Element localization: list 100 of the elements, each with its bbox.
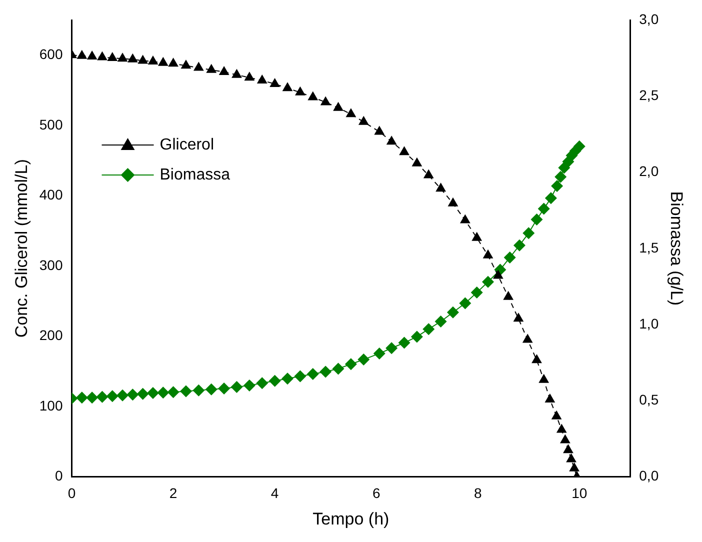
point <box>180 385 192 398</box>
y-tick-label: 600 <box>39 46 63 62</box>
point <box>256 377 268 390</box>
point <box>308 91 318 100</box>
x-tick-label: 4 <box>270 485 279 502</box>
y2-tick-label: 1,5 <box>639 239 659 256</box>
point <box>530 213 543 226</box>
y2-tick-label: 2,0 <box>639 163 659 180</box>
point <box>344 358 357 370</box>
point <box>281 372 294 385</box>
legend-label: Biomassa <box>160 166 230 184</box>
x-axis-title: Tempo (h) <box>312 509 390 528</box>
y-tick-label: 300 <box>39 256 63 273</box>
point <box>446 306 459 318</box>
point <box>294 370 306 382</box>
y2-axis-title: Biomassa (g/L) <box>667 191 686 306</box>
point <box>522 334 533 343</box>
point <box>434 315 447 328</box>
point <box>422 323 435 336</box>
point <box>386 342 398 354</box>
point <box>436 182 446 192</box>
point <box>126 388 139 401</box>
point <box>193 62 204 71</box>
point <box>346 108 356 118</box>
point <box>116 389 129 402</box>
point <box>232 68 242 78</box>
point <box>554 170 567 183</box>
point <box>459 297 472 310</box>
y-tick-label: 0 <box>54 468 63 484</box>
point <box>230 380 243 393</box>
y-tick-label: 100 <box>39 397 63 414</box>
point <box>86 392 98 404</box>
point <box>167 386 180 398</box>
point <box>513 239 526 252</box>
point <box>306 368 319 380</box>
point <box>532 354 542 364</box>
point <box>106 390 118 402</box>
point <box>244 72 255 81</box>
point <box>560 434 570 444</box>
point <box>256 74 268 84</box>
point <box>76 392 88 404</box>
point <box>243 379 256 392</box>
point <box>513 312 524 322</box>
point <box>373 347 386 360</box>
point <box>358 116 369 125</box>
y-tick-label: 400 <box>39 186 63 203</box>
point <box>268 374 281 387</box>
point <box>460 214 470 224</box>
point <box>538 202 550 215</box>
x-tick-label: 2 <box>169 485 178 502</box>
point <box>76 50 88 59</box>
point <box>566 453 576 462</box>
point <box>158 56 168 66</box>
point <box>86 50 98 60</box>
point <box>136 388 149 400</box>
x-tick-label: 0 <box>68 485 76 502</box>
point <box>117 52 128 62</box>
point <box>423 169 434 178</box>
point <box>472 232 482 241</box>
x-tick-label: 8 <box>474 485 482 502</box>
point <box>399 146 410 156</box>
point <box>157 386 170 399</box>
point <box>146 387 159 400</box>
point <box>492 270 504 279</box>
point <box>410 330 423 343</box>
point <box>412 157 422 166</box>
y2-tick-label: 1,0 <box>639 315 659 332</box>
y2-tick-label: 2,5 <box>639 86 659 103</box>
y-tick-label: 500 <box>39 116 63 132</box>
point <box>386 136 397 145</box>
point <box>270 78 280 87</box>
point <box>482 249 494 258</box>
point <box>148 55 158 64</box>
point <box>205 383 218 396</box>
point <box>333 102 344 111</box>
x-tick-label: 10 <box>572 485 588 502</box>
x-tick-label: 6 <box>372 485 380 502</box>
point <box>398 336 410 349</box>
point <box>168 58 178 67</box>
point <box>551 410 562 420</box>
y2-tick-label: 3,0 <box>639 10 659 27</box>
y-axis-title: Conc. Glicerol (mmol/L) <box>12 159 31 338</box>
point <box>294 86 306 96</box>
point <box>573 140 586 152</box>
point <box>544 393 556 402</box>
point <box>448 197 458 206</box>
y-tick-label: 200 <box>39 327 63 344</box>
legend-label: Glicerol <box>160 136 214 154</box>
point <box>551 180 564 192</box>
point <box>282 82 293 92</box>
point <box>192 384 205 396</box>
point <box>374 126 385 135</box>
point <box>180 60 192 69</box>
point <box>138 54 148 64</box>
point <box>320 366 332 378</box>
point <box>127 53 138 62</box>
point <box>332 362 344 375</box>
point <box>358 354 370 366</box>
point <box>218 66 230 76</box>
point <box>556 424 567 433</box>
